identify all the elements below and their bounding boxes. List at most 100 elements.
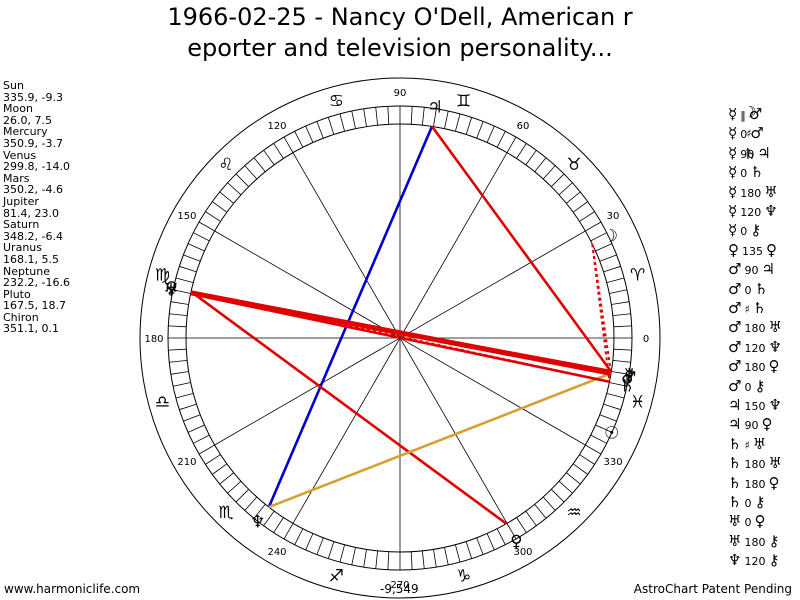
website-link[interactable]: www.harmoniclife.com [4,582,141,596]
aspect-line [267,125,434,508]
degree-tick [603,265,621,273]
moon-glyph: ☽ [743,103,757,121]
degree-tick [612,313,631,317]
aspect-planet-2: ⚷ [754,376,766,395]
aspect-row: ♆ 120 ⚷ [728,550,779,570]
degree-tick [283,136,294,153]
degree-tick [227,480,242,494]
chart-title-line-2: eporter and television personality... [187,34,613,62]
degree-tick [506,523,517,540]
aspect-planet-2: ♃ [761,260,775,279]
aspect-line [268,372,612,509]
aspect-row: ♄ 180 ♀ [728,473,779,493]
aspect-planet-2: ♀ [761,415,773,434]
degree-tick [235,173,249,187]
degree-tick [205,454,221,465]
aspect-angle: 135 [742,244,763,258]
planet-glyph: ⚷ [623,365,635,385]
degree-tick [235,489,249,503]
degree-tick [375,550,379,569]
degree-tick [476,537,484,555]
aspect-row: ☿ 120 ♆ [728,201,778,221]
degree-tick [263,150,275,166]
aspect-row: ♄ 180 ♅ [728,453,782,473]
zodiac-sign-glyph: ♓ [630,393,645,413]
degree-tick [566,472,581,485]
planet-name: Saturn [3,218,40,232]
degree-tick [534,157,547,172]
degree-tick [572,201,588,213]
degree-tick [455,544,461,563]
degree-tick [316,537,324,555]
zodiac-sign-glyph: ♈ [630,265,645,285]
aspect-planet-2: ♀ [754,512,766,531]
degree-tick [244,165,258,180]
degree-tick [273,143,284,159]
aspect-planet-1: ☿ [728,124,738,143]
aspect-line [190,290,612,376]
degree-tick [558,480,573,494]
zodiac-sign-glyph: ♌ [218,155,233,175]
degree-tick [609,382,628,387]
degree-tick [496,131,506,148]
degree-tick [455,113,461,132]
planet-coords: 299.8, -14.0 [3,160,70,174]
degree-tick [590,434,607,444]
planet-coords: 351.1, 0.1 [3,322,59,336]
degree-tick [525,150,537,166]
aspect-row: ♅ 180 ⚷ [728,531,779,551]
degree-tick [433,108,437,127]
aspect-planet-2: ♅ [764,182,778,201]
degree-tick [612,359,631,363]
aspect-planet-2: ♀ [766,240,777,259]
aspect-angle: 0 [744,516,752,530]
degree-tick [294,528,304,545]
degree-tick [305,533,314,551]
aspect-planet-1: ♂ [728,260,742,279]
aspect-planet-1: ☿ [728,182,738,201]
zodiac-sign-glyph: ♎ [155,393,170,413]
aspect-planet-1: ♂ [728,337,742,356]
degree-tick [253,157,266,172]
degree-tick [579,454,595,465]
aspect-row: ♂ ♯ ♄ [728,298,766,318]
aspect-planet-1: ☿ [728,163,738,182]
planet-coords: 81.4, 23.0 [3,206,59,220]
aspect-angle: 0 [744,283,752,297]
degree-tick [611,301,630,305]
aspect-planet-1: ♄ [728,493,742,511]
aspect-planet-1: ☿ [728,202,738,220]
aspect-planet-1: ♃ [728,415,742,434]
degree-tick [363,549,367,568]
zodiac-sign-glyph: ♍ [155,265,170,285]
degree-tick [410,106,413,125]
planet-glyph: ♀ [165,278,177,298]
aspect-row: ♃ 90 ♀ [728,414,772,434]
aspect-angle: 0 [740,128,748,142]
zodiac-sign-glyph: ♋ [329,91,344,111]
aspect-planet-2: ♄ [754,279,768,298]
degree-tick [496,528,506,545]
aspect-angle: 90 [744,264,759,278]
degree-tick [179,403,197,411]
degree-tick [212,201,228,213]
degree-tick [572,463,588,475]
aspect-angle: 180 [744,322,766,336]
degree-tick [169,359,188,363]
degree-label: 330 [603,457,622,468]
degree-label: 30 [607,211,620,222]
aspect-angle: 120 [740,206,762,219]
degree-tick [273,517,284,533]
degree-tick [351,110,356,129]
aspect-planet-1: ♂ [728,376,742,395]
aspect-planet-2: ♅ [768,318,782,337]
aspect-line [190,290,610,383]
degree-tick [599,254,617,262]
degree-tick [410,551,413,570]
aspect-planet-2: ♀ [768,357,780,376]
aspect-planet-1: ♂ [728,299,742,317]
degree-tick [170,371,189,375]
planet-coords: 232.2, -16.6 [3,276,70,290]
degree-tick [558,182,573,196]
aspect-angle: 90 [744,419,759,433]
